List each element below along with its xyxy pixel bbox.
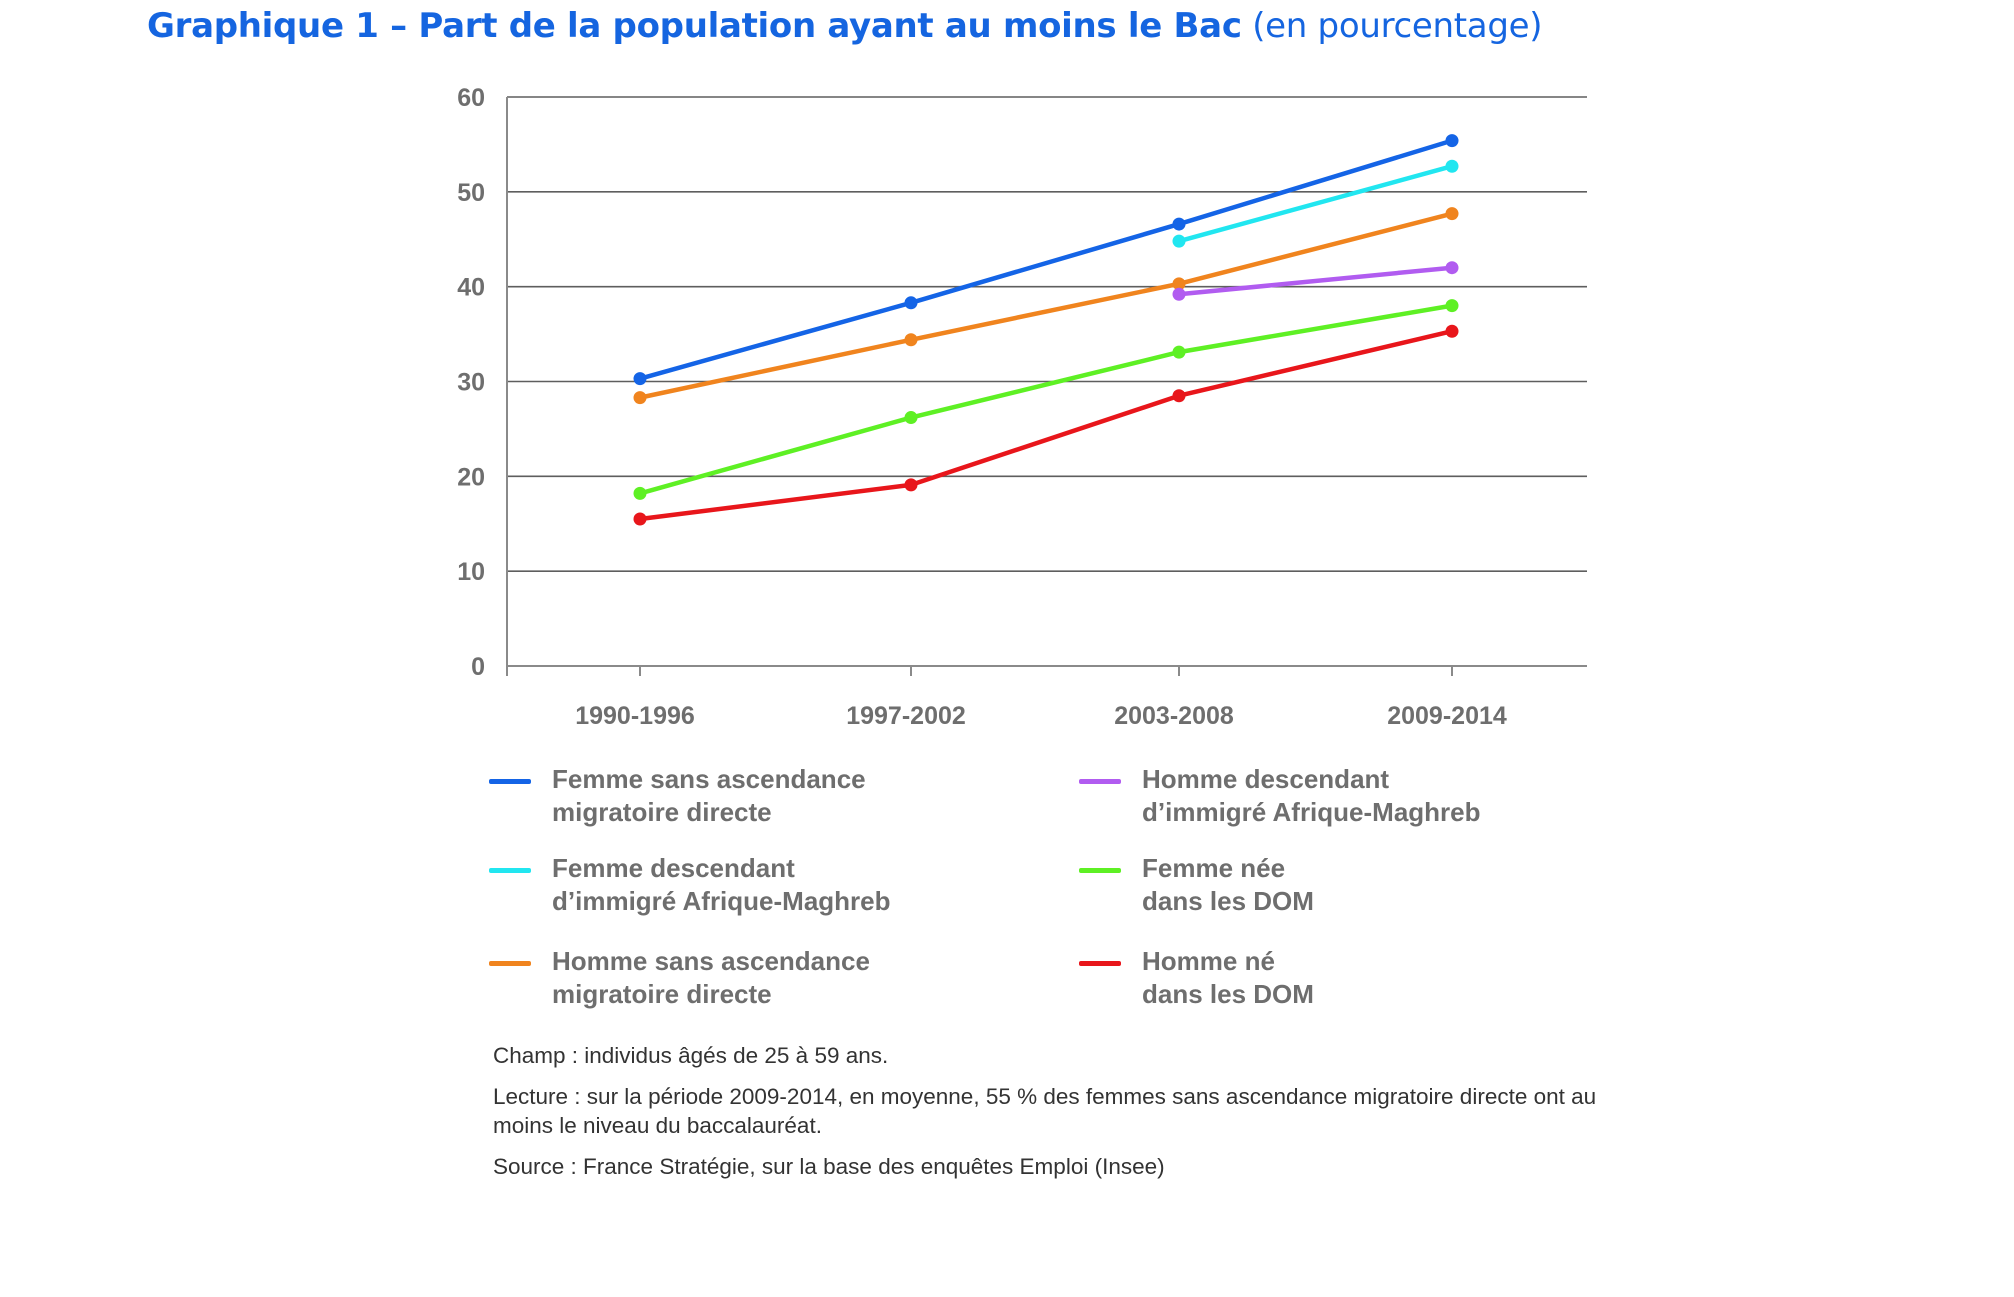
series-0 [633, 134, 1459, 386]
series-line [637, 211, 1455, 400]
data-point [633, 512, 647, 526]
x-tick-label: 2009-2014 [1387, 702, 1507, 730]
data-point [1172, 389, 1186, 403]
series-layer [633, 134, 1459, 526]
series-line [1176, 265, 1455, 297]
legend-swatch [1079, 868, 1121, 873]
x-tick-label: 1990-1996 [575, 702, 695, 730]
data-point [1445, 261, 1459, 275]
legend-item-homme-ne-dom: Homme né dans les DOM [1079, 945, 1314, 1011]
legend-label-line1: Homme descendant [1142, 764, 1390, 794]
legend-item-homme-sans-ascendance: Homme sans ascendance migratoire directe [489, 945, 870, 1011]
data-point [1445, 159, 1459, 173]
legend-label-line1: Homme sans ascendance [552, 946, 870, 976]
y-tick-label: 30 [457, 369, 485, 397]
series-2 [633, 207, 1459, 405]
note-source: Source : France Stratégie, sur la base d… [493, 1154, 1165, 1179]
y-tick-label: 0 [471, 653, 485, 681]
data-point [1172, 217, 1186, 231]
data-point [1172, 345, 1186, 359]
legend-swatch [1079, 779, 1121, 784]
data-point [1172, 234, 1186, 248]
chart-notes: Champ : individus âgés de 25 à 59 ans. L… [493, 1041, 1618, 1193]
legend-swatch [489, 961, 531, 966]
legend-swatch [489, 868, 531, 873]
y-tick-label: 20 [457, 463, 485, 491]
x-tick-label: 2003-2008 [1114, 702, 1234, 730]
legend-item-femme-sans-ascendance: Femme sans ascendance migratoire directe [489, 763, 866, 829]
data-point [633, 391, 647, 405]
data-point [904, 296, 918, 310]
series-5 [633, 324, 1459, 526]
y-tick-label: 10 [457, 558, 485, 586]
legend-label-line2: migratoire directe [552, 797, 772, 827]
legend-item-femme-descendant-afrique-maghreb: Femme descendant d’immigré Afrique-Maghr… [489, 852, 891, 918]
legend-item-homme-descendant-afrique-maghreb: Homme descendant d’immigré Afrique-Maghr… [1079, 763, 1481, 829]
data-point [1172, 277, 1186, 291]
legend-label-line1: Femme sans ascendance [552, 764, 866, 794]
legend-label-line2: migratoire directe [552, 979, 772, 1009]
legend-label-line1: Femme née [1142, 853, 1286, 883]
data-point [1172, 287, 1186, 301]
series-line [637, 303, 1455, 496]
axis-layer: 0 10 20 30 40 50 60 1990-1996 1997-2002 2003-2008… [457, 84, 1507, 730]
chart-title: Graphique 1 – Part de la population ayan… [147, 6, 1543, 46]
data-point [904, 478, 918, 492]
grid-layer [507, 96, 1587, 667]
series-line [637, 138, 1455, 381]
series-3 [1172, 261, 1459, 301]
chart-title-main: Graphique 1 – Part de la population ayan… [147, 6, 1242, 46]
data-point [1445, 299, 1459, 313]
note-lecture: Lecture : sur la période 2009-2014, en m… [493, 1084, 1597, 1138]
legend-swatch [1079, 961, 1121, 966]
series-4 [633, 299, 1459, 500]
y-tick-label: 50 [457, 179, 485, 207]
legend-label-line2: d’immigré Afrique-Maghreb [552, 886, 891, 916]
legend-label-line2: dans les DOM [1142, 886, 1314, 916]
line-chart: 0 10 20 30 40 50 60 1990-1996 1997-2002 2003-2008… [457, 84, 1587, 730]
note-champ: Champ : individus âgés de 25 à 59 ans. [493, 1043, 889, 1068]
data-point [1445, 207, 1459, 221]
data-point [904, 411, 918, 425]
data-point [1445, 324, 1459, 338]
x-tick-label: 1997-2002 [846, 702, 966, 730]
legend-swatch [489, 779, 531, 784]
legend-label-line1: Femme descendant [552, 853, 795, 883]
y-tick-label: 60 [457, 84, 485, 112]
series-line [637, 328, 1455, 522]
data-point [633, 486, 647, 500]
legend-item-femme-nee-dom: Femme née dans les DOM [1079, 852, 1314, 918]
data-point [1445, 134, 1459, 148]
series-1 [1172, 159, 1459, 248]
y-tick-label: 40 [457, 274, 485, 302]
data-point [633, 372, 647, 386]
legend-label-line2: d’immigré Afrique-Maghreb [1142, 797, 1481, 827]
legend-label-line2: dans les DOM [1142, 979, 1314, 1009]
series-line [1176, 163, 1455, 244]
data-point [904, 333, 918, 347]
chart-title-unit: (en pourcentage) [1252, 6, 1543, 46]
legend-label-line1: Homme né [1142, 946, 1275, 976]
